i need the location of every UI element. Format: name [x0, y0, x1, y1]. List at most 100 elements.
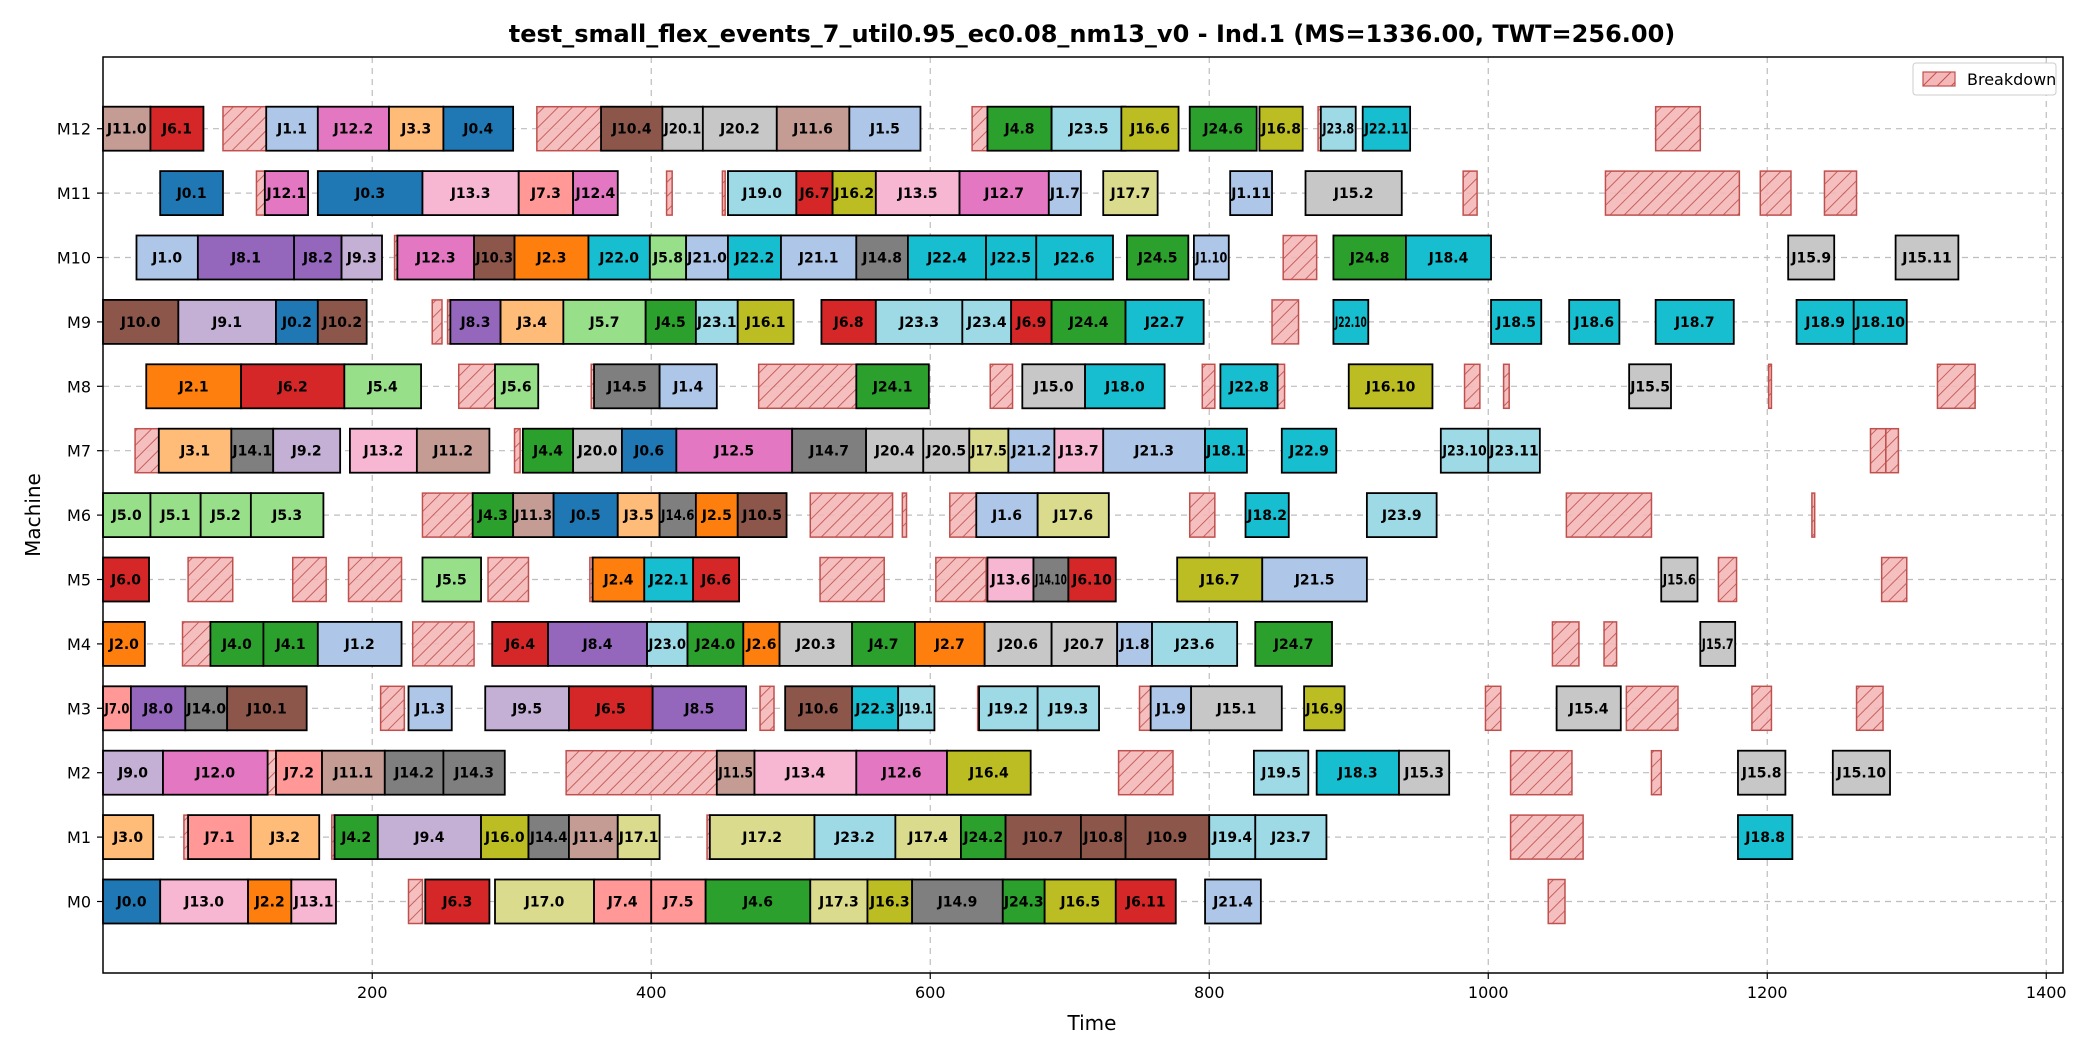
operation-label: J18.1 [1205, 444, 1246, 460]
operation-bar [226, 685, 308, 732]
operation-label: J11.0 [106, 122, 147, 138]
breakdown-bar [1811, 492, 1816, 538]
operation-bar [1067, 556, 1117, 603]
y-axis-ticks: M0 M1 M2 M3 M4 M5 M6 M7 M8 M9 M10 M11 M12 [57, 120, 103, 912]
operation-label: J22.2 [734, 251, 775, 267]
operation-label: J8.0 [142, 701, 173, 717]
operation-bar [102, 621, 146, 667]
operation-bar [736, 492, 788, 539]
operation-label: J24.8 [1349, 251, 1390, 267]
breakdown-bar [819, 556, 885, 603]
operation-label: J11.5 [717, 766, 753, 782]
operation-label: J6.0 [110, 573, 141, 589]
operation-label: J19.4 [1211, 830, 1252, 846]
breakdown-bar [901, 492, 908, 538]
operation-label: J2.5 [701, 508, 732, 524]
operation-label: J2.4 [602, 573, 633, 589]
operation-label: J6.2 [277, 379, 308, 395]
operation-label: J1.6 [991, 508, 1022, 524]
operation-label: J3.5 [623, 508, 654, 524]
operation-bar [102, 814, 155, 860]
operation-bar [230, 427, 275, 474]
operation-bar [1120, 105, 1180, 152]
operation-bar [145, 363, 243, 410]
breakdown-bar [1869, 427, 1887, 474]
operation-label: J15.0 [1033, 379, 1074, 395]
operation-bar [1126, 234, 1190, 281]
operation-bar [922, 427, 971, 474]
operation-bar [407, 685, 453, 732]
operation-label: J16.3 [869, 895, 910, 911]
operation-label: J0.3 [354, 186, 385, 202]
operation-bar [1149, 685, 1193, 732]
operation-bar [1261, 556, 1368, 603]
operation-bar [1787, 234, 1836, 281]
operation-label: J4.0 [221, 637, 252, 653]
operation-bar [1204, 878, 1262, 925]
operation-bar [196, 234, 296, 281]
operation-label: J23.7 [1270, 830, 1311, 846]
operation-bar [480, 814, 530, 860]
operation-label: J15.7 [1701, 637, 1734, 653]
operation-label: J12.6 [881, 766, 922, 782]
operation-label: J18.10 [1855, 315, 1906, 331]
operation-bar [646, 621, 689, 667]
operation-label: J6.6 [700, 573, 731, 589]
breakdown-bar [1565, 492, 1653, 538]
operation-bar [986, 105, 1053, 152]
operation-label: J9.5 [511, 701, 542, 717]
operation-bar [1053, 427, 1105, 474]
operation-label: J17.2 [741, 830, 782, 846]
machine-label: M10 [57, 249, 91, 268]
operation-label: J19.2 [987, 701, 1028, 717]
operation-label: J14.7 [808, 444, 849, 460]
operation-label: J20.5 [925, 444, 966, 460]
operation-label: J15.5 [1629, 379, 1670, 395]
breakdown-bar [134, 427, 160, 474]
operation-bar [290, 878, 337, 925]
operation-label: J14.3 [453, 766, 494, 782]
operation-bar [1035, 234, 1114, 281]
operation-bar [1193, 234, 1230, 281]
operation-label: J16.2 [833, 186, 874, 202]
operation-label: J10.2 [321, 315, 362, 331]
machine-label: M3 [67, 699, 91, 718]
operation-bar [272, 427, 342, 474]
operation-label: J6.1 [161, 122, 192, 138]
operation-label: J16.7 [1199, 573, 1240, 589]
operation-bar [162, 749, 269, 796]
operation-bar [343, 363, 422, 410]
operation-bar [1084, 363, 1166, 410]
operation-label: J3.0 [112, 830, 143, 846]
operation-bar [911, 878, 1004, 925]
operation-bar [978, 685, 1039, 732]
operation-label: J9.0 [117, 766, 148, 782]
operation-label: J22.1 [648, 573, 689, 589]
machine-label: M1 [67, 828, 91, 847]
breakdown-bar [1282, 234, 1318, 281]
operation-label: J3.4 [516, 315, 547, 331]
operation-label: J20.7 [1064, 637, 1105, 653]
operation-label: J22.7 [1144, 315, 1185, 331]
operation-bar [442, 749, 506, 796]
operation-bar [650, 878, 707, 925]
operation-label: J8.4 [582, 637, 613, 653]
operation-label: J16.8 [1260, 122, 1301, 138]
operation-label: J8.5 [683, 701, 714, 717]
breakdown-bar [1271, 299, 1300, 345]
operation-bar [494, 878, 595, 925]
operation-label: J12.1 [266, 186, 307, 202]
machine-label: M6 [67, 506, 91, 525]
operation-bar [727, 234, 782, 281]
operation-bar [1660, 556, 1699, 603]
operation-bar [396, 234, 475, 281]
operation-bar [1151, 621, 1239, 667]
operation-label: J12.7 [983, 186, 1024, 202]
operation-bar [499, 298, 565, 345]
operation-label: J15.6 [1662, 573, 1696, 589]
operation-bar [914, 621, 986, 667]
operation-label: J4.4 [532, 444, 563, 460]
breakdown-bar [1604, 170, 1741, 216]
operation-label: J5.7 [589, 315, 620, 331]
operation-label: J14.0 [185, 701, 226, 717]
